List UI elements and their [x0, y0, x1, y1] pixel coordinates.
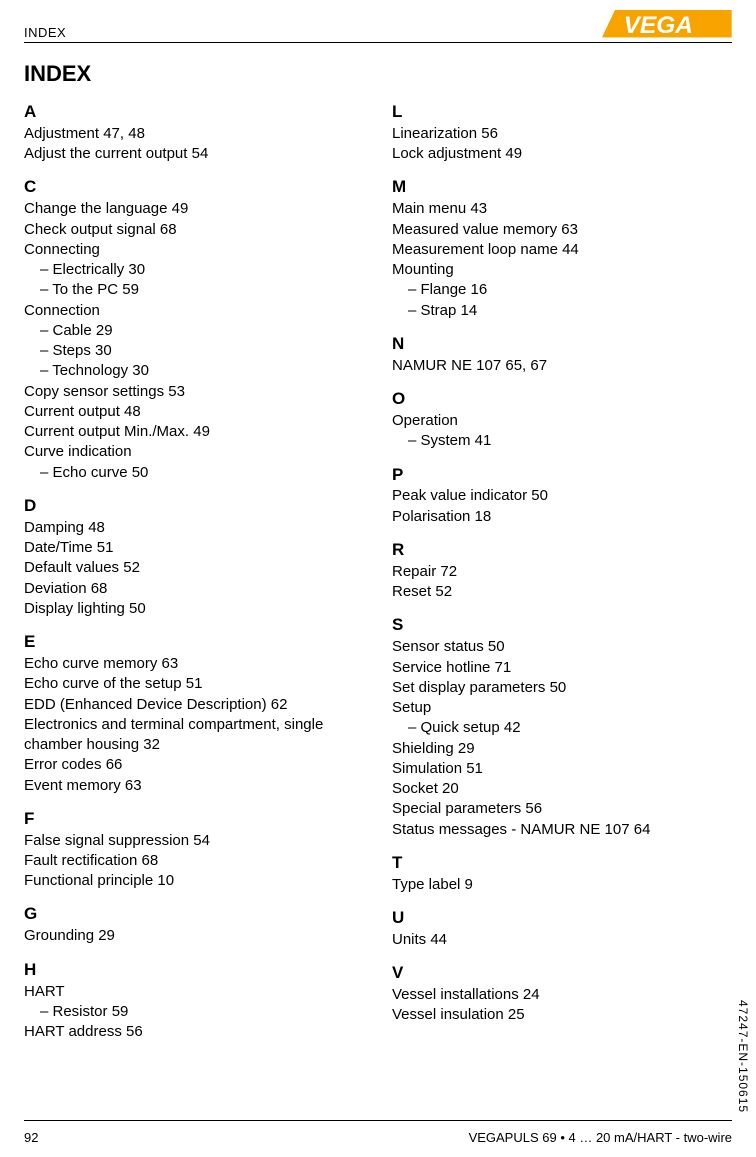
index-entry: Deviation 68: [24, 579, 364, 599]
index-entry: Date/Time 51: [24, 538, 364, 558]
index-entry: – Cable 29: [24, 321, 364, 341]
index-entry: Shielding 29: [392, 739, 732, 759]
index-entry: Sensor status 50: [392, 637, 732, 657]
index-entry: Electronics and terminal compartment, si…: [24, 715, 364, 756]
index-entry: Repair 72: [392, 562, 732, 582]
index-entry: Socket 20: [392, 779, 732, 799]
index-letter: M: [392, 176, 732, 199]
index-entry: Event memory 63: [24, 776, 364, 796]
index-entry: Service hotline 71: [392, 658, 732, 678]
index-entry: Adjust the current output 54: [24, 144, 364, 164]
index-entry: Change the language 49: [24, 199, 364, 219]
index-entry: Linearization 56: [392, 124, 732, 144]
footer-rule: [24, 1120, 732, 1121]
index-entry: Default values 52: [24, 558, 364, 578]
index-entry: Echo curve memory 63: [24, 654, 364, 674]
index-entry: Damping 48: [24, 518, 364, 538]
index-entry: Vessel insulation 25: [392, 1005, 732, 1025]
index-letter: O: [392, 388, 732, 411]
index-entry: Copy sensor settings 53: [24, 382, 364, 402]
index-entry: Check output signal 68: [24, 220, 364, 240]
index-entry: Setup: [392, 698, 732, 718]
index-entry: – System 41: [392, 431, 732, 451]
index-letter: S: [392, 614, 732, 637]
index-entry: Mounting: [392, 260, 732, 280]
index-entry: Grounding 29: [24, 926, 364, 946]
index-letter: F: [24, 808, 364, 831]
vega-logo: VEGA: [602, 10, 732, 46]
index-entry: Measured value memory 63: [392, 220, 732, 240]
index-entry: NAMUR NE 107 65, 67: [392, 356, 732, 376]
index-entry: Main menu 43: [392, 199, 732, 219]
index-letter: T: [392, 852, 732, 875]
index-letter: G: [24, 903, 364, 926]
index-letter: D: [24, 495, 364, 518]
index-entry: – Technology 30: [24, 361, 364, 381]
index-column-left: AAdjustment 47, 48Adjust the current out…: [24, 101, 364, 1042]
index-entry: Simulation 51: [392, 759, 732, 779]
index-entry: Peak value indicator 50: [392, 486, 732, 506]
index-entry: Status messages - NAMUR NE 107 64: [392, 820, 732, 840]
index-entry: Special parameters 56: [392, 799, 732, 819]
index-entry: Echo curve of the setup 51: [24, 674, 364, 694]
index-entry: Connection: [24, 301, 364, 321]
index-entry: – Echo curve 50: [24, 463, 364, 483]
index-entry: Units 44: [392, 930, 732, 950]
index-entry: Polarisation 18: [392, 507, 732, 527]
doc-code: 47247-EN-150615: [736, 1000, 750, 1113]
index-letter: V: [392, 962, 732, 985]
index-letter: E: [24, 631, 364, 654]
index-entry: HART address 56: [24, 1022, 364, 1042]
index-entry: Fault rectification 68: [24, 851, 364, 871]
index-letter: C: [24, 176, 364, 199]
index-entry: Adjustment 47, 48: [24, 124, 364, 144]
index-entry: – To the PC 59: [24, 280, 364, 300]
index-entry: False signal suppression 54: [24, 831, 364, 851]
index-entry: – Strap 14: [392, 301, 732, 321]
index-entry: Current output Min./Max. 49: [24, 422, 364, 442]
index-letter: A: [24, 101, 364, 124]
index-letter: U: [392, 907, 732, 930]
index-entry: Type label 9: [392, 875, 732, 895]
index-entry: Error codes 66: [24, 755, 364, 775]
index-entry: – Resistor 59: [24, 1002, 364, 1022]
footer-product: VEGAPULS 69 • 4 … 20 mA/HART - two-wire: [469, 1130, 732, 1145]
index-entry: Functional principle 10: [24, 871, 364, 891]
index-entry: – Flange 16: [392, 280, 732, 300]
index-entry: – Steps 30: [24, 341, 364, 361]
index-entry: Display lighting 50: [24, 599, 364, 619]
index-letter: P: [392, 464, 732, 487]
svg-text:VEGA: VEGA: [624, 12, 693, 39]
index-letter: N: [392, 333, 732, 356]
index-entry: – Quick setup 42: [392, 718, 732, 738]
index-entry: Vessel installations 24: [392, 985, 732, 1005]
header-label: INDEX: [24, 25, 66, 42]
page-number: 92: [24, 1130, 38, 1145]
index-entry: Curve indication: [24, 442, 364, 462]
index-entry: Lock adjustment 49: [392, 144, 732, 164]
index-entry: Operation: [392, 411, 732, 431]
index-letter: R: [392, 539, 732, 562]
index-entry: – Electrically 30: [24, 260, 364, 280]
index-column-right: LLinearization 56Lock adjustment 49 MMain…: [392, 101, 732, 1042]
page-title: INDEX: [24, 61, 732, 87]
index-entry: EDD (Enhanced Device Description) 62: [24, 695, 364, 715]
index-entry: Reset 52: [392, 582, 732, 602]
index-entry: Connecting: [24, 240, 364, 260]
index-entry: Current output 48: [24, 402, 364, 422]
index-entry: HART: [24, 982, 364, 1002]
index-letter: L: [392, 101, 732, 124]
index-letter: H: [24, 959, 364, 982]
index-entry: Set display parameters 50: [392, 678, 732, 698]
index-entry: Measurement loop name 44: [392, 240, 732, 260]
